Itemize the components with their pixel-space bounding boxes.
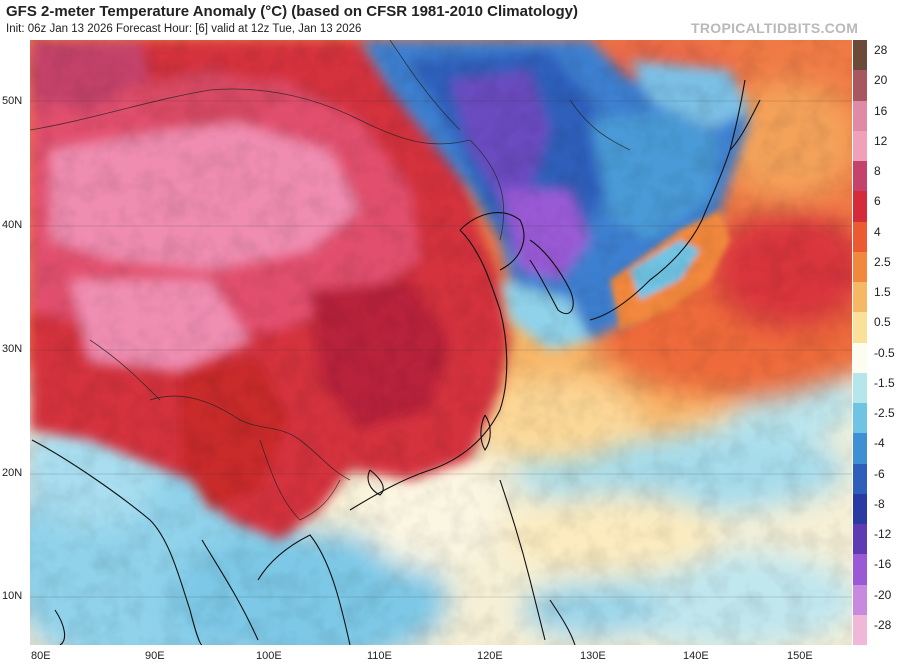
- colorbar-level: 4: [853, 221, 900, 252]
- lon-label: 110E: [367, 650, 392, 662]
- coastlines: [31, 79, 761, 645]
- graticule: [30, 100, 852, 598]
- colorbar-swatch: [853, 221, 867, 252]
- colorbar-level: 12: [853, 130, 900, 161]
- anomaly-map: [30, 40, 852, 645]
- colorbar-swatch: [853, 372, 867, 403]
- colorbar-label: -2.5: [874, 406, 895, 420]
- colorbar-label: -6: [874, 466, 885, 481]
- colorbar-level: -8: [853, 493, 900, 524]
- colorbar-level: 0.5: [853, 312, 900, 343]
- colorbar-level: 1.5: [853, 282, 900, 313]
- colorbar-legend: 28 20 16 12 8 6 4 2.5 1.5 0.5 -0.5 -1.5 -2.5 -4 -6 -8 -1…: [853, 40, 900, 645]
- lon-label: 150E: [787, 650, 813, 662]
- colorbar-level: -20: [853, 584, 900, 615]
- colorbar-level: 20: [853, 70, 900, 101]
- colorbar-swatch: [853, 342, 867, 373]
- colorbar-label: 20: [874, 73, 888, 88]
- lon-label: 100E: [256, 650, 282, 662]
- colorbar-swatch: [853, 554, 867, 585]
- colorbar-swatch: [853, 100, 867, 131]
- colorbar-label: -1.5: [874, 375, 895, 390]
- colorbar-label: -16: [874, 557, 892, 572]
- map-canvas: [30, 40, 852, 645]
- colorbar-level: -28: [853, 614, 900, 645]
- colorbar-swatch: [853, 130, 867, 161]
- colorbar-label: 0.5: [874, 315, 891, 330]
- colorbar-label: 28: [874, 43, 888, 57]
- colorbar-swatch: [853, 70, 867, 101]
- colorbar-level: -2.5: [853, 403, 900, 434]
- country-borders: [30, 40, 631, 521]
- colorbar-label: 12: [874, 133, 888, 148]
- map-title: GFS 2-meter Temperature Anomaly (°C) (ba…: [6, 3, 578, 20]
- colorbar-level: -1.5: [853, 372, 900, 403]
- colorbar-level: 2.5: [853, 251, 900, 282]
- colorbar-label: 4: [874, 224, 881, 239]
- colorbar-swatch: [853, 614, 867, 645]
- lon-label: 80E: [31, 650, 51, 662]
- lat-label: 40N: [2, 219, 23, 231]
- lon-label: 120E: [477, 650, 503, 662]
- lon-label: 90E: [145, 650, 165, 662]
- colorbar-label: 1.5: [874, 285, 891, 299]
- colorbar-label: -4: [874, 436, 885, 451]
- colorbar-swatch: [853, 251, 867, 282]
- lon-label: 130E: [580, 650, 606, 662]
- colorbar-level: 28: [853, 40, 900, 71]
- lat-label: 30N: [2, 343, 23, 355]
- colorbar-label: 8: [874, 164, 881, 178]
- colorbar-level: -0.5: [853, 342, 900, 373]
- colorbar-swatch: [853, 584, 867, 615]
- colorbar-level: 8: [853, 161, 900, 192]
- colorbar-label: -28: [874, 617, 892, 632]
- watermark: TROPICALTIDBITS.COM: [691, 20, 859, 36]
- colorbar-swatch: [853, 40, 867, 71]
- colorbar-swatch: [853, 161, 867, 192]
- colorbar-swatch: [853, 282, 867, 313]
- colorbar-swatch: [853, 524, 867, 555]
- colorbar-level: 16: [853, 100, 900, 131]
- colorbar-label: 2.5: [874, 254, 891, 269]
- colorbar-label: 16: [874, 103, 888, 118]
- lat-label: 50N: [2, 95, 23, 107]
- colorbar-swatch: [853, 403, 867, 434]
- colorbar-level: 6: [853, 191, 900, 222]
- colorbar-label: -8: [874, 496, 885, 511]
- forecast-subtitle: Init: 06z Jan 13 2026 Forecast Hour: [6]…: [6, 23, 362, 35]
- colorbar-label: -12: [874, 527, 892, 541]
- colorbar-label: -0.5: [874, 345, 895, 360]
- colorbar-swatch: [853, 433, 867, 464]
- colorbar-level: -4: [853, 433, 900, 464]
- colorbar-swatch: [853, 493, 867, 524]
- colorbar-level: -16: [853, 554, 900, 585]
- lon-label: 140E: [683, 650, 709, 662]
- colorbar-label: 6: [874, 194, 881, 209]
- colorbar-level: -6: [853, 463, 900, 494]
- lat-label: 20N: [2, 467, 23, 479]
- colorbar-swatch: [853, 463, 867, 494]
- lat-label: 10N: [2, 590, 23, 602]
- colorbar-label: -20: [874, 587, 892, 602]
- colorbar-swatch: [853, 191, 867, 222]
- colorbar-swatch: [853, 312, 867, 343]
- colorbar-level: -12: [853, 524, 900, 555]
